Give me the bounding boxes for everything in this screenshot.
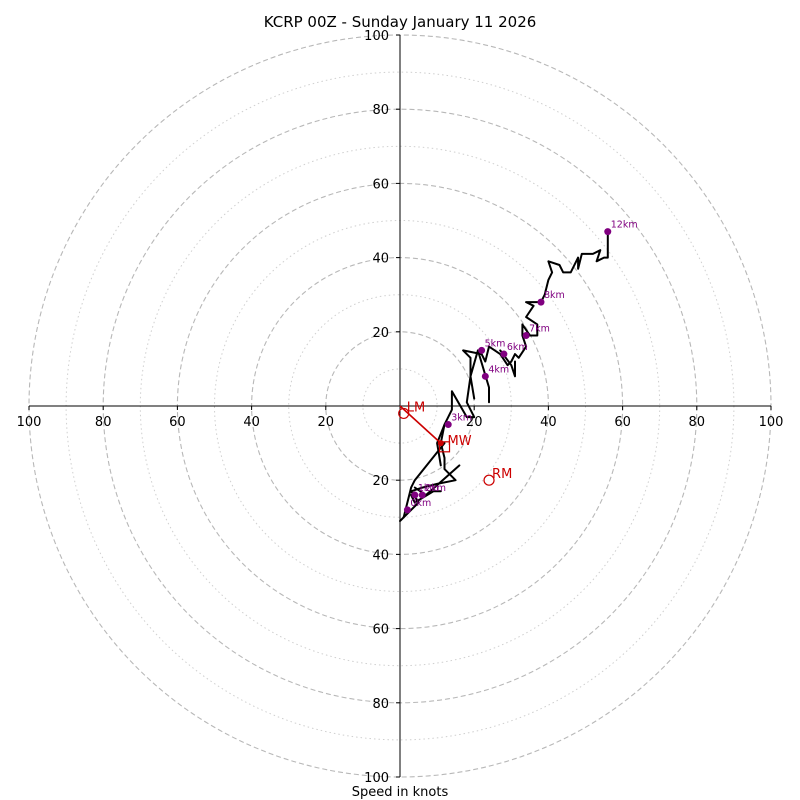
storm-motion-group: LM MW RM	[398, 400, 512, 486]
height-marker-dot	[604, 228, 612, 236]
height-marker-dot	[411, 491, 419, 499]
hodograph-segment	[413, 464, 461, 496]
y-tick-label: 100	[364, 771, 389, 786]
height-marker-dot	[522, 332, 530, 340]
height-marker-label: 12km	[611, 220, 638, 231]
x-tick-label: 20	[466, 415, 483, 430]
height-marker-label: 3km	[451, 413, 472, 424]
y-tick-label: 40	[372, 548, 389, 563]
height-marker-dot	[403, 506, 411, 514]
mean-wind-vector-head	[437, 440, 444, 447]
height-marker-label: 1km	[418, 483, 439, 494]
y-tick-label: 20	[372, 326, 389, 341]
x-tick-label: 40	[540, 415, 557, 430]
height-marker-label: 5km	[485, 338, 506, 349]
height-marker-label: 8km	[544, 290, 565, 301]
y-tick-label: 20	[372, 474, 389, 489]
chart-title: KCRP 00Z - Sunday January 11 2026	[264, 13, 537, 31]
mw-marker	[438, 441, 451, 453]
height-marker-dot	[481, 372, 489, 380]
height-marker-label: 6km	[507, 342, 528, 353]
y-tick-label: 100	[364, 29, 389, 44]
mean-wind-vector	[399, 405, 442, 444]
y-tick-label: 60	[372, 623, 389, 638]
height-marker-dot	[500, 350, 508, 358]
x-tick-label: 80	[95, 415, 112, 430]
x-tick-label: 100	[17, 415, 42, 430]
x-tick-label: 20	[318, 415, 335, 430]
x-tick-label: 60	[169, 415, 186, 430]
height-marker-label: 0km	[410, 498, 431, 509]
x-tick-label: 60	[614, 415, 631, 430]
y-tick-label: 40	[372, 252, 389, 267]
x-axis-label: Speed in knots	[352, 785, 449, 800]
hodograph-segment	[499, 349, 516, 378]
hodograph-line	[399, 230, 609, 522]
hodograph-segment	[469, 349, 490, 404]
x-tick-label: 80	[689, 415, 706, 430]
mw-label: MW	[448, 434, 472, 449]
height-marker-label: 2km	[425, 483, 446, 494]
height-marker-label: 7km	[529, 324, 550, 335]
rm-label: RM	[492, 467, 512, 482]
height-marker-dot	[444, 421, 452, 429]
height-marker-dot	[537, 298, 545, 306]
hodograph-segment	[402, 442, 446, 519]
height-marker-dot	[418, 491, 426, 499]
y-tick-label: 60	[372, 177, 389, 192]
height-marker-label: 4km	[488, 364, 509, 375]
height-marker-dot	[478, 346, 486, 354]
y-tick-label: 80	[372, 697, 389, 712]
axes: 20 20 20 20 40 40 40 40 60 60 60 60 80 80 80 80 100 100 10…	[17, 29, 784, 786]
hodograph-segment	[436, 423, 446, 467]
x-tick-label: 100	[759, 415, 784, 430]
x-tick-label: 40	[243, 415, 260, 430]
lm-marker	[398, 407, 410, 420]
y-tick-label: 80	[372, 103, 389, 118]
rm-marker	[483, 474, 495, 486]
lm-label: LM	[407, 400, 425, 415]
